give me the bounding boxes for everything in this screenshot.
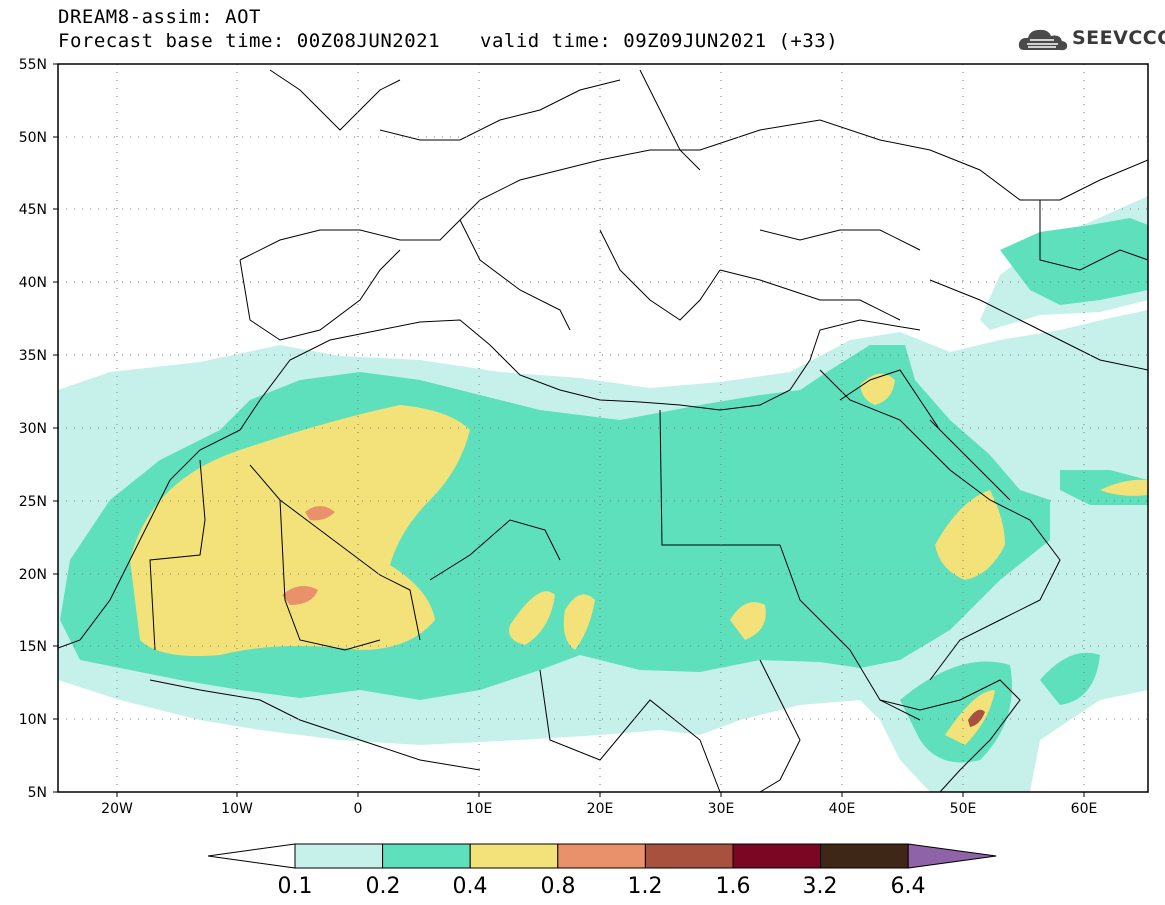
lon-label-40e: 40E [829,801,856,817]
lon-label-10w: 10W [221,801,253,817]
valid-time: valid time: 09Z09JUN2021 (+33) [480,30,839,52]
coastlines [58,69,1148,792]
lon-label-0: 0 [354,801,363,817]
lon-label-20w: 20W [101,801,133,817]
logo-text: SEEVCCC [1072,27,1165,49]
lat-label-25n: 25N [19,494,47,510]
lon-label-30e: 30E [708,801,735,817]
lon-label-60e: 60E [1071,801,1098,817]
lat-label-10n: 10N [19,712,47,728]
aot-field [58,196,1148,792]
lat-label-45n: 45N [19,202,47,218]
lat-label-55n: 55N [19,57,47,73]
lat-label-40n: 40N [19,275,47,291]
lat-label-20n: 20N [19,567,47,583]
cloud-icon [1018,29,1068,51]
lat-label-15n: 15N [19,639,47,655]
map-title: DREAM8-assim: AOT [58,6,261,28]
lon-label-20e: 20E [587,801,614,817]
lon-label-10e: 10E [466,801,493,817]
seevccc-logo: SEEVCCC [1018,24,1165,54]
graticule [58,64,1148,792]
lat-label-50n: 50N [19,130,47,146]
lat-label-30n: 30N [19,421,47,437]
forecast-base-time: Forecast base time: 00Z08JUN2021 [58,30,441,52]
lat-label-35n: 35N [19,348,47,364]
lat-label-5n: 5N [28,785,47,801]
lon-label-50e: 50E [950,801,977,817]
